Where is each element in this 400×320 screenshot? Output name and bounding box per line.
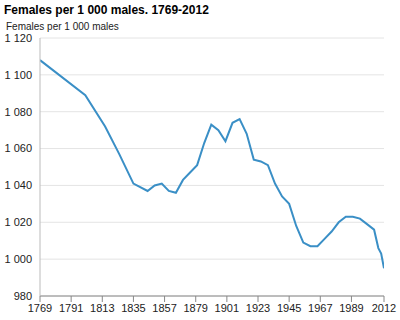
svg-text:1769: 1769 — [28, 302, 52, 314]
svg-text:1 020: 1 020 — [8, 216, 32, 228]
svg-text:1 060: 1 060 — [8, 142, 32, 154]
svg-text:1813: 1813 — [90, 302, 114, 314]
svg-text:1879: 1879 — [183, 302, 207, 314]
svg-text:1901: 1901 — [215, 302, 239, 314]
svg-text:980: 980 — [14, 290, 32, 302]
html-text:Females per 1 000 males. 1769-: Females per 1 000 males. 1769-2012 — [4, 3, 209, 17]
svg-text:1 000: 1 000 — [8, 253, 32, 265]
svg-text:1923: 1923 — [246, 302, 270, 314]
svg-text:1 100: 1 100 — [8, 69, 32, 81]
svg-text:1835: 1835 — [121, 302, 145, 314]
svg-text:1857: 1857 — [152, 302, 176, 314]
svg-text:1945: 1945 — [277, 302, 301, 314]
svg-text:1791: 1791 — [59, 302, 83, 314]
svg-text:1989: 1989 — [339, 302, 363, 314]
svg-text:1 080: 1 080 — [8, 106, 32, 118]
svg-text:1967: 1967 — [308, 302, 332, 314]
svg-text:1 040: 1 040 — [8, 179, 32, 191]
svg-text:2012: 2012 — [372, 302, 392, 314]
html-text:Females per 1 000 males: Females per 1 000 males — [6, 21, 119, 32]
svg-text:1 120: 1 120 — [8, 32, 32, 44]
